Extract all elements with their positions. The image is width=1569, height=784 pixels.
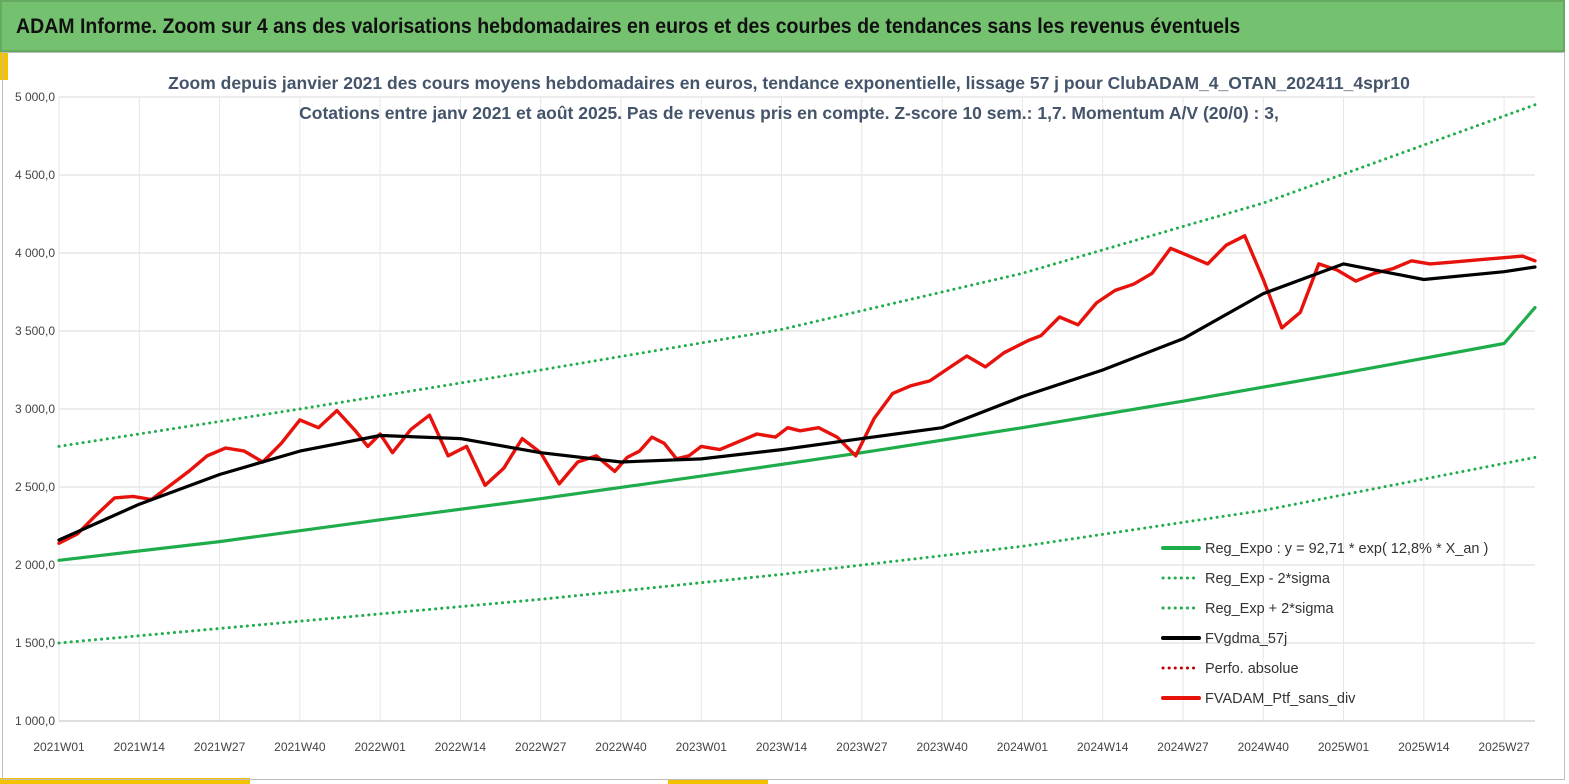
legend-label: FVADAM_Ptf_sans_div	[1205, 691, 1356, 707]
x-tick-label: 2023W01	[676, 740, 728, 754]
y-axis-ticks: 1 000,0 1 500,0 2 000,0 2 500,0 3 000,0 3 500…	[15, 90, 55, 728]
series-line-1	[57, 455, 1537, 645]
y-tick-label: 4 500,0	[15, 168, 55, 182]
legend-label: Perfo. absolue	[1205, 661, 1299, 677]
y-tick-label: 3 000,0	[15, 402, 55, 416]
legend-label: FVgdma_57j	[1205, 631, 1287, 647]
x-tick-label: 2021W27	[194, 740, 246, 754]
x-tick-label: 2021W40	[274, 740, 326, 754]
chart-title: Zoom depuis janvier 2021 des cours moyen…	[168, 73, 1410, 93]
x-tick-label: 2024W14	[1077, 740, 1129, 754]
x-axis-ticks: 2021W01 2021W14 2021W27 2021W40 2022W01 2022W…	[33, 740, 1530, 754]
y-tick-label: 2 500,0	[15, 480, 55, 494]
gridlines	[58, 96, 1535, 722]
series-line-3	[57, 262, 1537, 542]
legend-label: Reg_Exp + 2*sigma	[1205, 601, 1334, 617]
x-tick-label: 2025W27	[1478, 740, 1530, 754]
title-banner: ADAM Informe. Zoom sur 4 ans des valoris…	[0, 0, 1565, 52]
chart: Zoom depuis janvier 2021 des cours moyen…	[15, 73, 1537, 754]
y-tick-label: 4 000,0	[15, 246, 55, 260]
x-tick-label: 2024W27	[1157, 740, 1209, 754]
x-tick-label: 2024W01	[997, 740, 1049, 754]
x-tick-label: 2025W01	[1318, 740, 1370, 754]
series-line-5	[57, 234, 1537, 545]
y-tick-label: 3 500,0	[15, 324, 55, 338]
y-tick-label: 1 000,0	[15, 714, 55, 728]
y-tick-label: 5 000,0	[15, 90, 55, 104]
x-tick-label: 2022W14	[435, 740, 487, 754]
x-tick-label: 2023W14	[756, 740, 808, 754]
corner-accent	[0, 52, 8, 80]
series-line-2	[57, 103, 1537, 448]
x-tick-label: 2024W40	[1238, 740, 1290, 754]
x-tick-label: 2021W14	[114, 740, 166, 754]
x-tick-label: 2023W40	[916, 740, 968, 754]
bottom-accent-left	[0, 778, 250, 784]
banner-title: ADAM Informe. Zoom sur 4 ans des valoris…	[16, 15, 1241, 38]
x-tick-label: 2022W27	[515, 740, 567, 754]
chart-subtitle: Cotations entre janv 2021 et août 2025. …	[299, 103, 1279, 123]
series-line-0	[57, 306, 1537, 562]
y-tick-label: 2 000,0	[15, 558, 55, 572]
legend-label: Reg_Expo : y = 92,71 * exp( 12,8% * X_an…	[1205, 541, 1488, 557]
x-tick-label: 2022W40	[595, 740, 647, 754]
bottom-accent-mid	[668, 780, 768, 784]
x-tick-label: 2021W01	[33, 740, 85, 754]
legend: Reg_Expo : y = 92,71 * exp( 12,8% * X_an…	[1161, 541, 1488, 707]
x-tick-label: 2022W01	[354, 740, 406, 754]
series	[57, 103, 1537, 645]
x-tick-label: 2023W27	[836, 740, 888, 754]
chart-frame: Zoom depuis janvier 2021 des cours moyen…	[2, 52, 1565, 780]
x-tick-label: 2025W14	[1398, 740, 1450, 754]
y-tick-label: 1 500,0	[15, 636, 55, 650]
legend-label: Reg_Exp - 2*sigma	[1205, 571, 1331, 587]
